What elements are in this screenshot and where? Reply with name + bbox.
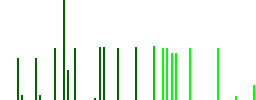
- Bar: [217, 48, 219, 100]
- Bar: [189, 48, 191, 100]
- Bar: [253, 85, 255, 100]
- Bar: [103, 47, 105, 100]
- Bar: [54, 48, 56, 100]
- Bar: [67, 70, 69, 100]
- Bar: [175, 53, 177, 100]
- Bar: [99, 47, 101, 100]
- Bar: [171, 53, 173, 100]
- Bar: [21, 95, 23, 100]
- Bar: [39, 95, 41, 100]
- Bar: [235, 96, 237, 100]
- Bar: [162, 48, 164, 100]
- Bar: [117, 48, 119, 100]
- Bar: [166, 48, 168, 100]
- Bar: [135, 47, 137, 100]
- Bar: [35, 58, 37, 100]
- Bar: [63, 0, 65, 100]
- Bar: [17, 58, 19, 100]
- Bar: [153, 46, 155, 100]
- Bar: [94, 98, 96, 100]
- Bar: [74, 48, 76, 100]
